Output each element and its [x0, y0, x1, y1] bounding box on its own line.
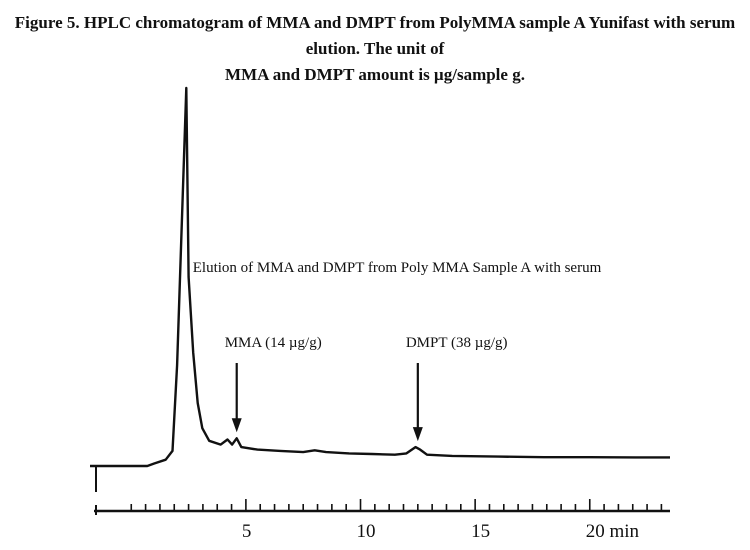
- peak-arrow-head: [412, 427, 423, 442]
- chart-title: Elution of MMA and DMPT from Poly MMA Sa…: [193, 260, 602, 276]
- peak-annotation-label: DMPT (38 µg/g): [406, 335, 508, 351]
- caption-line-1: Figure 5. HPLC chromatogram of MMA and D…: [14, 13, 736, 58]
- chromatogram-trace-1: [90, 86, 670, 468]
- chart-marks: 5 10 15 20 min MMA (14 µg/g) DMPT (38 µg/g): [90, 86, 670, 542]
- tick-label: 10: [357, 521, 376, 542]
- peak-arrow-head: [231, 418, 242, 433]
- caption-line-2: MMA and DMPT amount is µg/sample g.: [225, 65, 525, 84]
- tick-label: 5: [242, 521, 252, 542]
- peak-annotation-label: MMA (14 µg/g): [225, 335, 322, 351]
- tick-label: 15: [471, 521, 490, 542]
- figure-caption: Figure 5. HPLC chromatogram of MMA and D…: [8, 10, 742, 88]
- tick-label: 20 min: [586, 521, 640, 542]
